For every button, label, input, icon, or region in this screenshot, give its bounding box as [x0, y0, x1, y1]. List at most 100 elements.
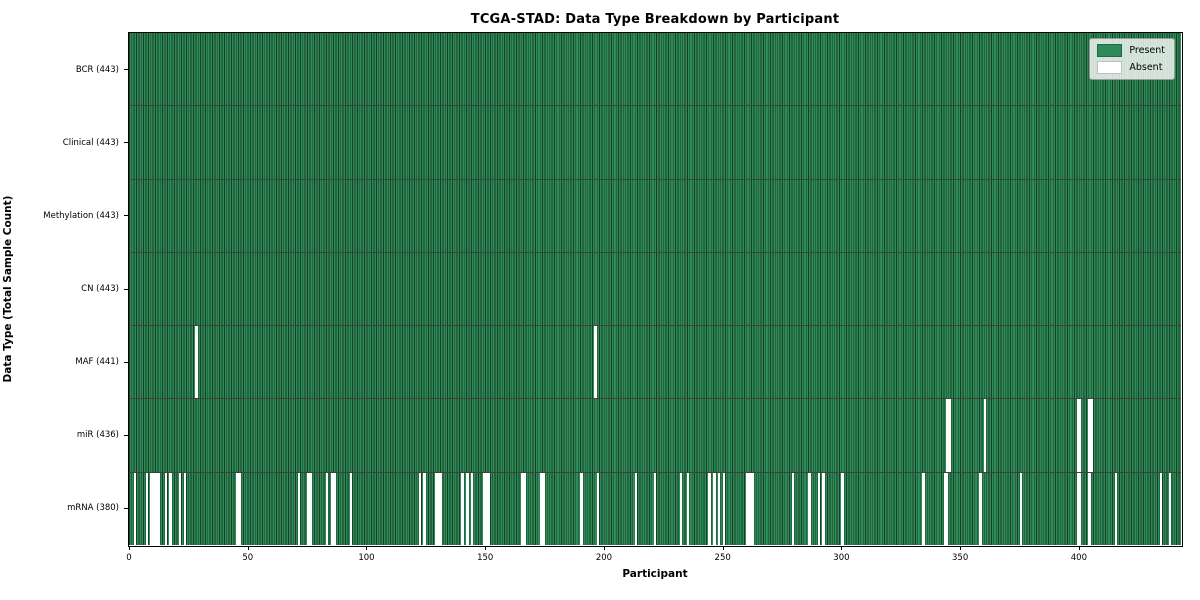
x-tick-label: 300	[833, 553, 850, 563]
absent-bar	[520, 472, 524, 545]
heatmap-rows	[129, 33, 1181, 545]
plot-area: Present Absent	[127, 31, 1183, 547]
absent-bar	[791, 472, 794, 545]
absent-bar	[979, 472, 982, 545]
legend-entry-present: Present	[1097, 44, 1165, 57]
absent-bar	[1090, 399, 1094, 472]
x-tick-mark	[366, 546, 368, 550]
y-tick-label: BCR (443)	[75, 64, 119, 75]
absent-bar	[523, 472, 526, 545]
absent-bar	[238, 472, 241, 545]
absent-bar	[418, 472, 422, 545]
absent-bar	[133, 472, 137, 545]
x-tick-mark	[603, 546, 605, 550]
absent-bar	[1169, 472, 1172, 545]
heatmap-row-mRNA	[129, 472, 1181, 545]
present-cells	[129, 252, 1181, 326]
absent-bar	[1019, 472, 1022, 545]
absent-bar	[307, 472, 310, 545]
absent-bar	[1088, 472, 1091, 545]
absent-bar	[945, 472, 949, 545]
x-tick-label: 50	[242, 553, 254, 563]
absent-bar	[948, 399, 951, 472]
heatmap-row-Methylation	[129, 179, 1181, 253]
absent-bar	[349, 472, 353, 545]
absent-bar	[470, 472, 474, 545]
y-tick-mark	[124, 288, 128, 290]
x-tick-mark	[722, 546, 724, 550]
absent-bar	[1078, 472, 1082, 545]
x-tick-label: 250	[714, 553, 731, 563]
x-tick-label: 350	[952, 553, 969, 563]
absent-bar	[653, 472, 657, 545]
heatmap-row-BCR	[129, 33, 1181, 107]
absent-bar	[1114, 472, 1117, 545]
legend-swatch-absent	[1097, 61, 1123, 74]
heatmap-row-Clinical	[129, 106, 1181, 180]
y-tick-label: CN (443)	[81, 284, 119, 294]
present-cells	[129, 33, 1181, 106]
legend-label-present: Present	[1129, 45, 1165, 56]
y-tick-label: Clinical (443)	[62, 137, 119, 148]
absent-bar	[235, 472, 239, 545]
absent-bar	[333, 472, 336, 545]
heatmap-row-CN	[129, 252, 1181, 327]
legend: Present Absent	[1089, 38, 1175, 80]
absent-bar	[945, 399, 949, 472]
y-tick-mark	[124, 434, 128, 436]
legend-label-absent: Absent	[1129, 62, 1163, 73]
x-tick-mark	[1078, 546, 1080, 550]
y-tick-mark	[124, 142, 128, 144]
y-tick-label: MAF (441)	[75, 357, 119, 368]
heatmap-row-miR	[129, 399, 1181, 473]
absent-bar	[748, 472, 752, 545]
x-tick-label: 100	[358, 553, 375, 563]
absent-bar	[717, 472, 721, 545]
absent-bar	[485, 472, 488, 545]
absent-bar	[183, 472, 186, 545]
present-cells	[129, 106, 1181, 179]
y-tick-label: miR (436)	[76, 430, 119, 441]
absent-bar	[482, 472, 486, 545]
absent-bar	[822, 472, 825, 545]
absent-bar	[437, 472, 441, 545]
absent-bar	[1159, 472, 1162, 545]
absent-bar	[594, 326, 597, 399]
y-tick-label: mRNA (380)	[67, 503, 119, 514]
absent-bar	[922, 472, 925, 545]
absent-bar	[1076, 399, 1079, 472]
absent-bar	[152, 472, 156, 545]
y-tick-mark	[124, 507, 128, 509]
absent-bar	[157, 472, 160, 545]
x-tick-mark	[841, 546, 843, 550]
absent-bar	[178, 472, 182, 545]
present-cells	[129, 326, 1181, 399]
x-tick-mark	[247, 546, 249, 550]
present-cells	[129, 179, 1181, 252]
absent-bar	[751, 472, 754, 545]
absent-bar	[1076, 472, 1079, 545]
x-tick-label: 200	[595, 553, 613, 563]
x-axis-label: Participant	[622, 568, 688, 580]
absent-bar	[466, 472, 469, 545]
absent-bar	[150, 472, 153, 545]
absent-bar	[195, 326, 198, 399]
absent-bar	[708, 472, 711, 545]
absent-bar	[580, 472, 583, 545]
x-tick-label: 0	[126, 553, 132, 563]
legend-swatch-present	[1097, 44, 1123, 57]
absent-bar	[297, 472, 300, 545]
chart-title: TCGA-STAD: Data Type Breakdown by Partic…	[470, 12, 840, 27]
absent-bar	[539, 472, 543, 545]
absent-bar	[164, 472, 167, 545]
absent-bar	[169, 472, 172, 545]
absent-bar	[155, 472, 158, 545]
legend-entry-absent: Absent	[1097, 61, 1165, 74]
absent-bar	[596, 472, 600, 545]
absent-bar	[679, 472, 683, 545]
absent-bar	[1078, 399, 1082, 472]
absent-bar	[817, 472, 821, 545]
absent-bar	[542, 472, 545, 545]
absent-bar	[746, 472, 749, 545]
